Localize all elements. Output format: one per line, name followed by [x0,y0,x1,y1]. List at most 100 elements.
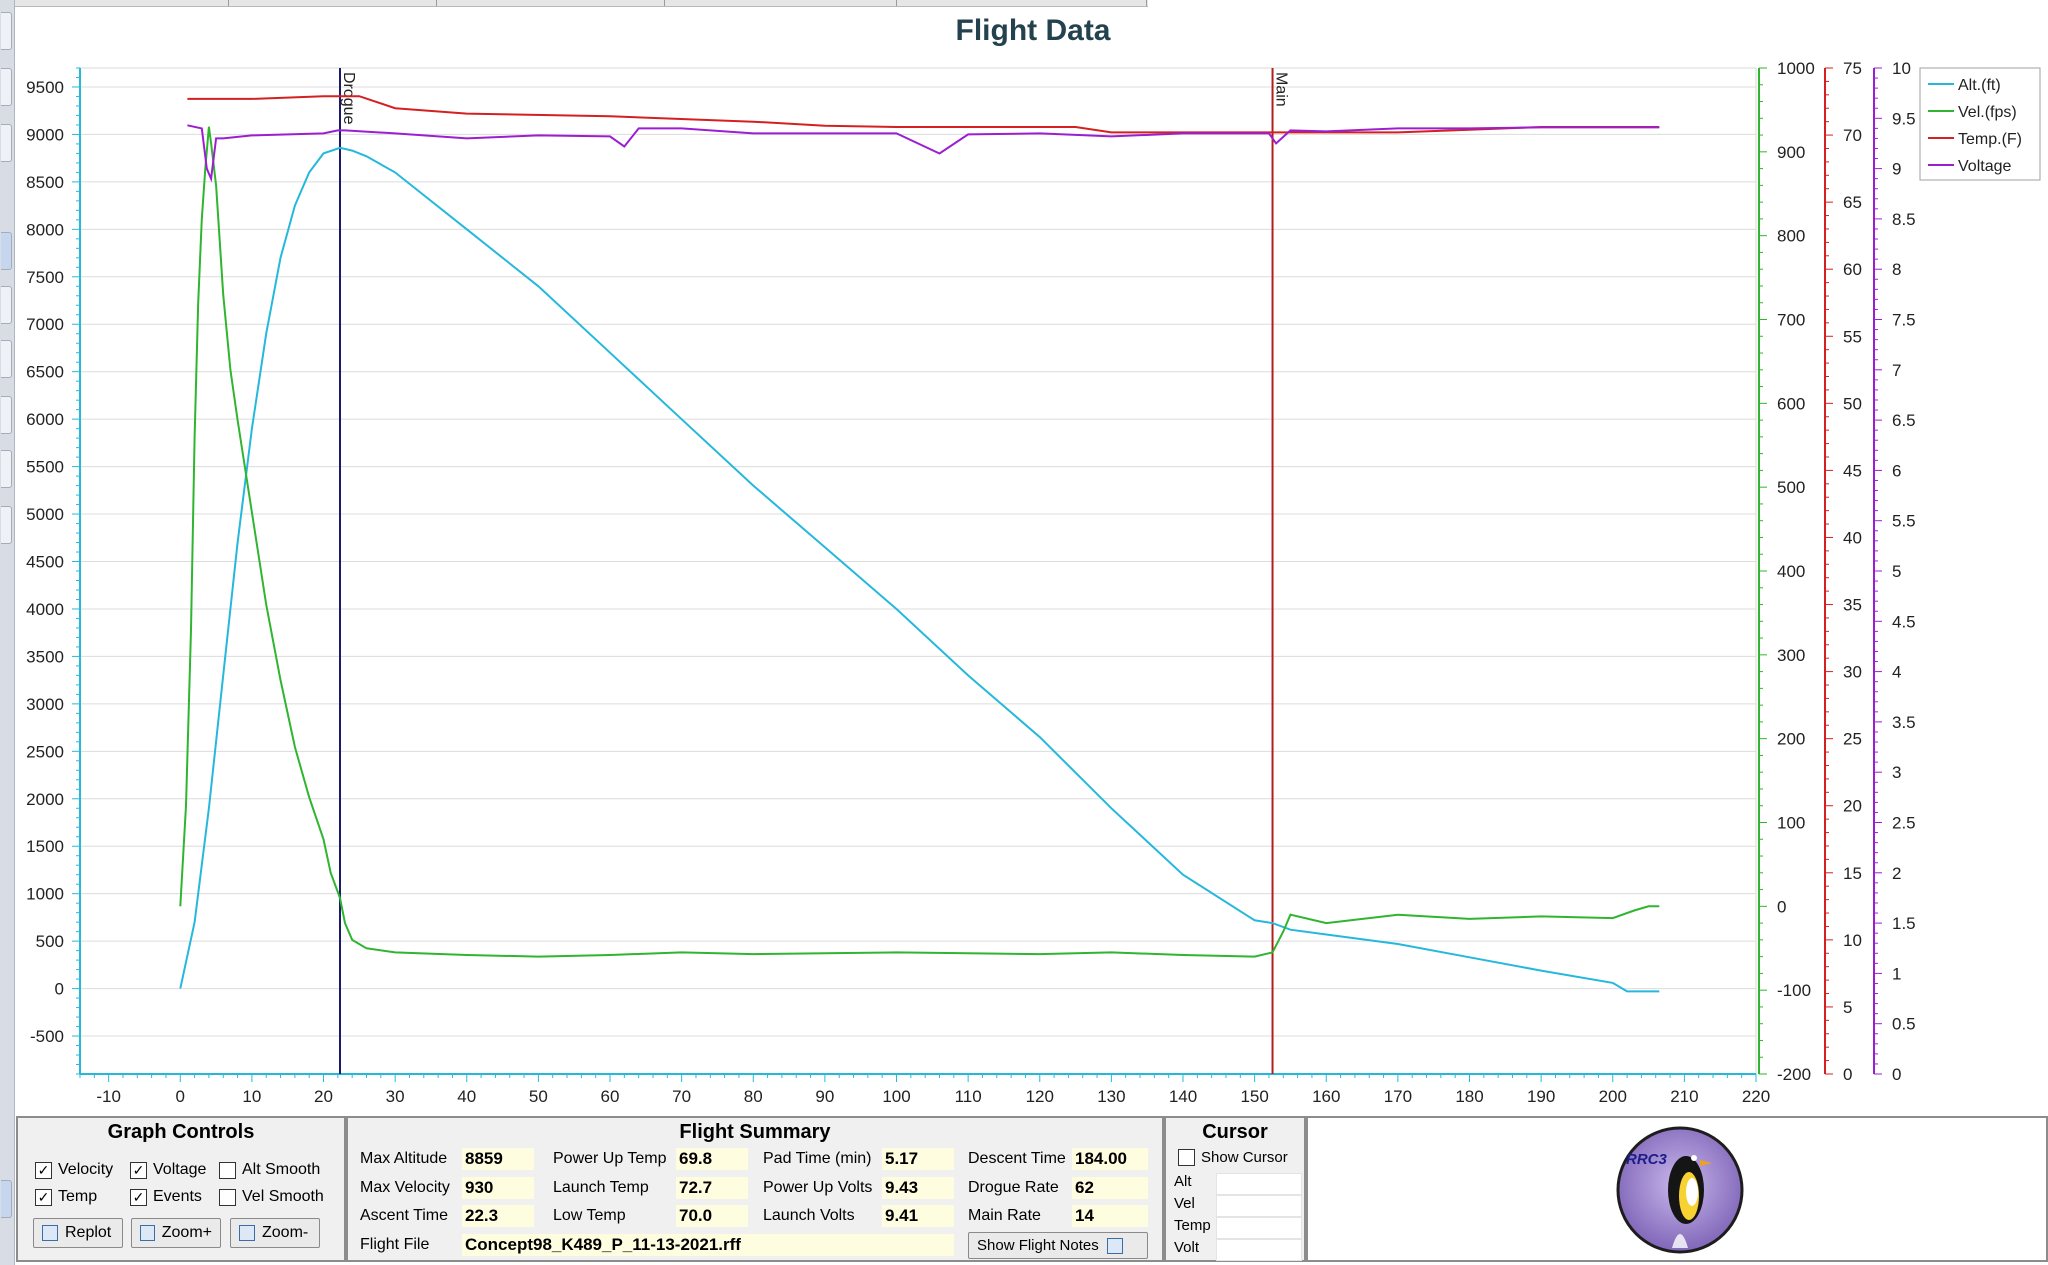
chart-title: Flight Data [956,14,1111,47]
toolbar-button-1[interactable] [1,12,12,50]
ascent-time-value: 22.3 [462,1205,534,1227]
descent-time-label: Descent Time [968,1150,1066,1167]
tab-5[interactable] [896,0,1147,6]
temp-tick-label: 10 [1843,931,1862,950]
volt-tick-label: 3 [1892,763,1901,782]
checkbox-vel-smooth-box[interactable] [219,1188,236,1206]
flight-summary-title: Flight Summary [679,1121,831,1143]
temp-tick-label: 5 [1843,998,1852,1017]
volt-tick-label: 0 [1892,1065,1901,1084]
power-up-temp-label: Power Up Temp [553,1150,667,1167]
tab-1[interactable] [0,0,229,6]
low-temp-label: Low Temp [553,1207,626,1224]
volt-tick-label: 9.5 [1892,109,1916,128]
legend-label: Temp.(F) [1958,131,2022,148]
cursor-temp-label: Temp [1174,1217,1211,1234]
series-line-2 [187,95,1660,134]
x-tick-label: 40 [457,1087,476,1106]
toolbar-button-7[interactable] [1,396,12,434]
flight-data-chart[interactable]: Flight Data-5000500100015002000250030003… [14,0,2048,1114]
toolbar-button-5[interactable] [1,286,12,324]
series-line-1 [179,126,1660,958]
legend-label: Alt.(ft) [1958,77,2001,94]
velocity-checkbox[interactable]: ✓ Velocity [35,1161,113,1179]
logo-panel: RRC3 [1306,1116,2048,1262]
low-temp-value: 70.0 [676,1205,748,1227]
voltage-checkbox[interactable]: ✓ Voltage [130,1161,206,1179]
tab-4[interactable] [664,0,897,6]
cursor-title: Cursor [1202,1121,1268,1143]
cursor-volt-label: Volt [1174,1239,1200,1256]
tab-3[interactable] [436,0,665,6]
replot-icon [42,1225,58,1241]
x-tick-label: 150 [1240,1087,1268,1106]
show-flight-notes-button[interactable]: Show Flight Notes [968,1232,1148,1259]
volt-tick-label: 4.5 [1892,612,1916,631]
rrc3-penguin-logo: RRC3 [1616,1126,1744,1254]
replot-button[interactable]: Replot [33,1218,123,1248]
alt-tick-label: 0 [55,980,64,999]
toolbar-button-2[interactable] [1,68,12,106]
cursor-vel-label: Vel [1174,1195,1195,1212]
vel-tick-label: 0 [1777,897,1786,916]
launch-volts-value: 9.41 [882,1205,954,1227]
zoom-out-button[interactable]: Zoom- [230,1218,320,1248]
vel-tick-label: 300 [1777,646,1805,665]
volt-tick-label: 1 [1892,964,1901,983]
temp-checkbox[interactable]: ✓ Temp [35,1188,97,1206]
checkbox-alt-smooth-box[interactable] [219,1161,236,1179]
notes-edit-icon [1106,1237,1123,1254]
x-tick-label: 80 [744,1087,763,1106]
x-tick-label: 170 [1384,1087,1412,1106]
toolbar-button-8[interactable] [1,450,12,488]
ascent-time-label: Ascent Time [360,1207,449,1224]
temp-tick-label: 40 [1843,528,1862,547]
checkbox-velocity-box[interactable]: ✓ [35,1161,52,1179]
flight-file-label: Flight File [360,1236,430,1253]
volt-tick-label: 8 [1892,260,1901,279]
alt-tick-label: 2000 [26,790,64,809]
checkbox-events-box[interactable]: ✓ [130,1188,147,1206]
alt-tick-label: 4000 [26,600,64,619]
vel-tick-label: 1000 [1777,59,1815,78]
max-velocity-value: 930 [462,1177,534,1199]
checkbox-show-cursor-box[interactable] [1178,1149,1195,1166]
toolbar-button-3[interactable] [1,124,12,162]
toolbar-button-9[interactable] [1,506,12,544]
toolbar-button-10[interactable] [1,1180,12,1218]
x-tick-label: 100 [882,1087,910,1106]
max-altitude-label: Max Altitude [360,1150,448,1167]
logo-text: RRC3 [1626,1151,1667,1168]
volt-tick-label: 10 [1892,59,1911,78]
x-tick-label: 60 [601,1087,620,1106]
toolbar-button-4[interactable] [1,232,12,270]
zoom-in-button[interactable]: Zoom+ [131,1218,221,1248]
vel-tick-label: 600 [1777,394,1805,413]
volt-tick-label: 1.5 [1892,914,1916,933]
temp-tick-label: 20 [1843,797,1862,816]
graph-controls-title: Graph Controls [107,1121,255,1143]
plot-area [79,67,1757,1075]
vel-tick-label: 500 [1777,478,1805,497]
tab-2[interactable] [228,0,437,6]
toolbar-button-6[interactable] [1,340,12,378]
x-tick-label: 0 [176,1087,185,1106]
alt-tick-label: 4500 [26,553,64,572]
series-line-3 [187,124,1660,183]
vel-smooth-checkbox[interactable]: Vel Smooth [219,1188,324,1206]
max-velocity-label: Max Velocity [360,1179,450,1196]
checkbox-temp-box[interactable]: ✓ [35,1188,52,1206]
temp-tick-label: 25 [1843,730,1862,749]
volt-tick-label: 2 [1892,864,1901,883]
series-line-0 [179,146,1660,993]
events-checkbox[interactable]: ✓ Events [130,1188,202,1206]
x-tick-label: 20 [314,1087,333,1106]
temp-tick-label: 70 [1843,126,1862,145]
volt-tick-label: 6 [1892,461,1901,480]
pad-time-label: Pad Time (min) [763,1150,872,1167]
checkbox-voltage-box[interactable]: ✓ [130,1161,147,1179]
alt-smooth-checkbox[interactable]: Alt Smooth [219,1161,320,1179]
temp-tick-label: 35 [1843,596,1862,615]
tab-strip [0,0,1148,7]
show-cursor-checkbox[interactable]: Show Cursor [1178,1149,1288,1166]
